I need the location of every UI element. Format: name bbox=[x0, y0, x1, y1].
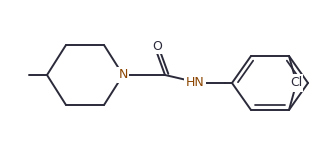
Text: N: N bbox=[118, 69, 128, 82]
Text: O: O bbox=[152, 40, 162, 53]
Text: Cl: Cl bbox=[290, 78, 302, 91]
Text: HN: HN bbox=[186, 77, 204, 89]
Text: Cl: Cl bbox=[290, 75, 302, 89]
